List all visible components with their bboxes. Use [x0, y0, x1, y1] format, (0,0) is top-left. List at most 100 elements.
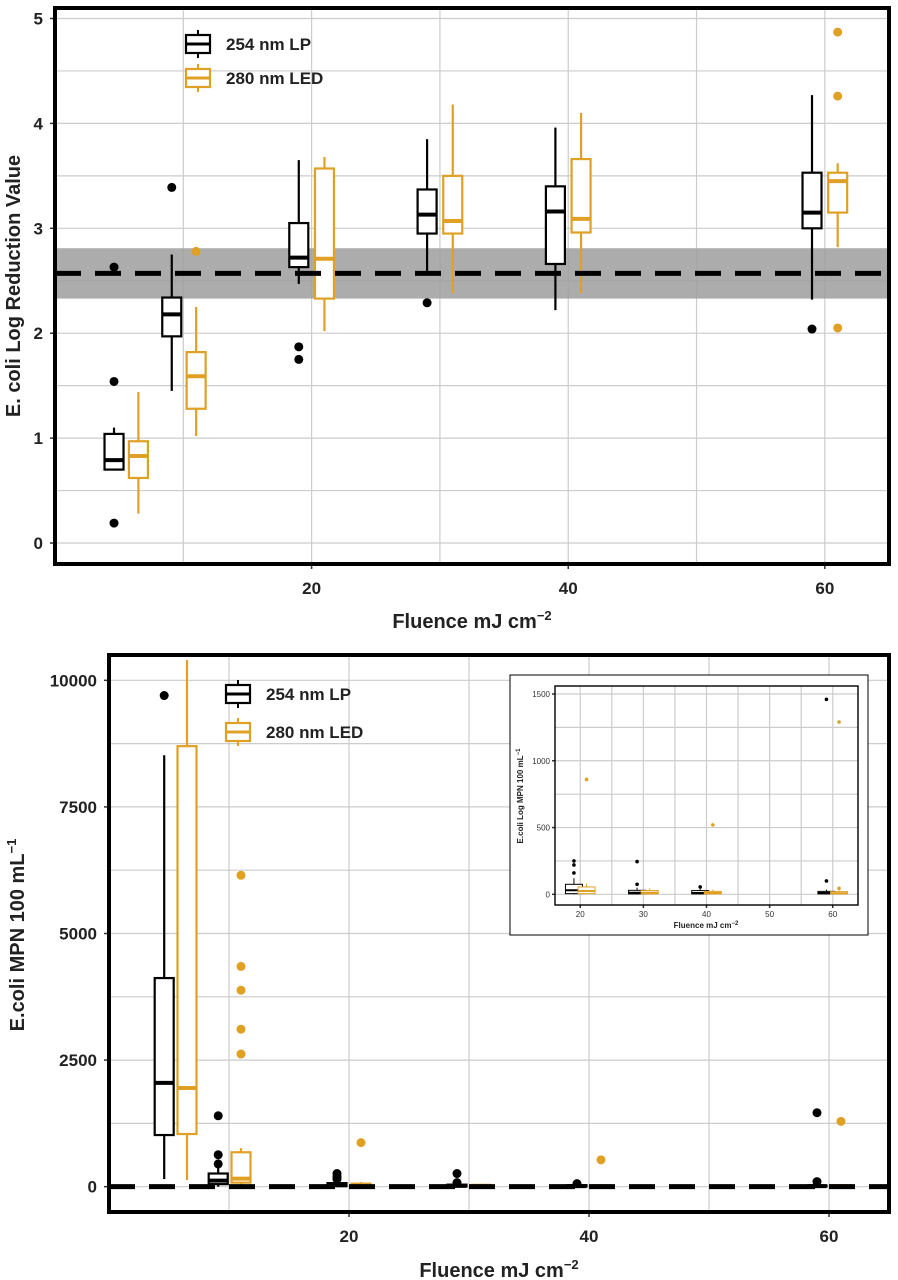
top-y-axis-title: E. coli Log Reduction Value — [3, 155, 25, 417]
y-tick-label: 3 — [34, 219, 43, 238]
x-tick-label: 60 — [820, 1227, 839, 1246]
y-tick-label: 0 — [546, 890, 551, 899]
bottom-y-axis-title: E.coli MPN 100 mL−1 — [4, 839, 29, 1032]
x-tick-label: 60 — [828, 910, 837, 919]
254-nm-lp-box — [153, 976, 175, 1137]
254-nm-lp-outlier-point — [572, 871, 576, 875]
280-nm-led-outlier-point — [236, 870, 246, 880]
280-nm-led-outlier-point — [236, 1049, 246, 1059]
legend-label-280-nm-led: 280 nm LED — [226, 69, 323, 88]
inset-outer-border — [509, 674, 869, 936]
y-tick-label: 10000 — [50, 671, 97, 690]
254-nm-lp-outlier-point — [332, 1174, 342, 1184]
x-tick-label: 30 — [639, 910, 648, 919]
280-nm-led-box — [570, 157, 592, 234]
280-nm-led-outlier-point — [837, 886, 841, 891]
y-tick-label: 4 — [34, 114, 44, 133]
280-nm-led-box — [313, 167, 336, 300]
280-nm-led-outlier-point — [833, 27, 843, 37]
y-tick-label: 5 — [34, 9, 43, 28]
y-tick-label: 0 — [88, 1178, 97, 1197]
legend-label-280-nm-led: 280 nm LED — [266, 723, 363, 742]
280-nm-led-outlier-point — [236, 961, 246, 971]
bottom-legend: 254 nm LP 280 nm LED — [224, 680, 363, 746]
y-tick-label: 7500 — [59, 798, 97, 817]
x-tick-label: 20 — [340, 1227, 359, 1246]
280-nm-led-outlier-point — [356, 1138, 366, 1148]
280-nm-led-outlier-point — [236, 985, 246, 995]
254-nm-lp-box — [103, 432, 125, 471]
254-nm-lp-outlier-point — [422, 298, 432, 308]
254-nm-lp-box — [416, 188, 438, 235]
254-nm-lp-outlier-point — [213, 1150, 223, 1160]
280-nm-led-box — [176, 745, 198, 1136]
280-nm-led-box — [185, 350, 207, 410]
254-nm-lp-outlier-point — [109, 262, 119, 272]
x-tick-label: 40 — [559, 579, 578, 598]
254-nm-lp-outlier-point — [159, 691, 169, 701]
254-nm-lp-outlier-point — [572, 859, 576, 863]
280-nm-led-outlier-point — [836, 1116, 846, 1126]
legend-key-280-nm-led — [184, 64, 212, 92]
x-tick-label: 20 — [302, 579, 321, 598]
254-nm-lp-box — [801, 171, 823, 230]
inset-chart-panel: 20 30 40 50 60 0 500 1000 1500 Fluence mJ cm−2 E… — [509, 674, 869, 936]
254-nm-lp-outlier-point — [812, 1177, 822, 1187]
254-nm-lp-outlier-point — [812, 1108, 822, 1118]
bottom-plot-frame — [107, 653, 891, 1214]
y-tick-label: 0 — [34, 534, 43, 553]
top-legend: 254 nm LP 280 nm LED — [184, 30, 323, 92]
280-nm-led-outlier-point — [833, 91, 843, 101]
280-nm-led-outlier-point — [837, 720, 841, 724]
y-tick-label: 500 — [537, 824, 551, 833]
280-nm-led-box — [442, 174, 464, 235]
254-nm-lp-outlier-point — [294, 342, 304, 352]
280-nm-led-box — [230, 1151, 252, 1184]
top-plot-frame — [53, 6, 891, 566]
y-tick-label: 1500 — [532, 690, 550, 699]
280-nm-led-outlier-point — [191, 246, 201, 256]
x-tick-label: 60 — [815, 579, 834, 598]
legend-label-254-nm-lp: 254 nm LP — [266, 685, 351, 704]
legend-key-254-nm-lp — [184, 30, 212, 58]
280-nm-led-outlier-point — [584, 777, 589, 782]
254-nm-lp-outlier-point — [572, 863, 576, 867]
legend-key-280-nm-led — [224, 718, 252, 746]
254-nm-lp-outlier-point — [167, 182, 177, 192]
inset-plot-frame — [554, 685, 859, 906]
254-nm-lp-outlier-point — [213, 1111, 223, 1121]
x-tick-label: 50 — [765, 910, 774, 919]
inset-y-axis-title: E.coli Log MPN 100 mL−1 — [516, 748, 525, 844]
254-nm-lp-outlier-point — [824, 697, 829, 702]
254-nm-lp-outlier-point — [452, 1169, 462, 1179]
254-nm-lp-outlier-point — [807, 324, 817, 334]
254-nm-lp-outlier-point — [109, 376, 119, 386]
x-tick-label: 40 — [580, 1227, 599, 1246]
280-nm-led-box — [827, 171, 849, 214]
254-nm-lp-outlier-point — [698, 885, 702, 889]
legend-label-254-nm-lp: 254 nm LP — [226, 35, 311, 54]
254-nm-lp-outlier-point — [824, 879, 829, 883]
254-nm-lp-outlier-point — [635, 882, 639, 887]
254-nm-lp-box — [288, 221, 310, 269]
x-tick-label: 40 — [702, 910, 711, 919]
y-tick-label: 2500 — [59, 1051, 97, 1070]
y-tick-label: 1 — [34, 429, 43, 448]
y-tick-label: 1000 — [532, 757, 550, 766]
254-nm-lp-box — [161, 296, 183, 338]
254-nm-lp-outlier-point — [109, 518, 119, 528]
legend-key-254-nm-lp — [224, 680, 252, 708]
254-nm-lp-outlier-point — [294, 354, 304, 364]
280-nm-led-outlier-point — [711, 823, 715, 827]
280-nm-led-outlier-point — [833, 323, 843, 333]
280-nm-led-box — [127, 440, 149, 480]
280-nm-led-outlier-point — [236, 1024, 246, 1034]
bottom-x-axis-title: Fluence mJ cm−2 — [419, 1257, 578, 1280]
254-nm-lp-box — [544, 185, 567, 266]
top-chart-panel: 20 40 60 0 1 2 3 4 5 254 nm LP 280 nm LED Fluenc… — [3, 6, 891, 633]
280-nm-led-outlier-point — [596, 1155, 606, 1165]
inset-x-axis-title: Fluence mJ cm−2 — [674, 921, 739, 930]
254-nm-lp-outlier-point — [635, 859, 639, 864]
